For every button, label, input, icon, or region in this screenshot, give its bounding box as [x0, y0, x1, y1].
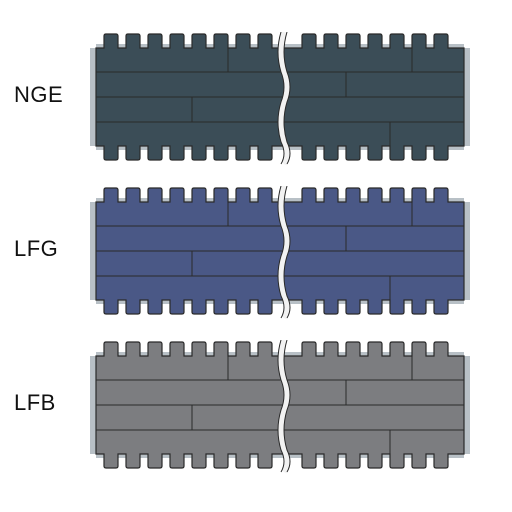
belt-nge	[90, 32, 460, 172]
belt-lfg	[90, 186, 460, 326]
belt-variant-figure: NGE	[0, 0, 512, 512]
label-nge: NGE	[14, 82, 63, 108]
label-lfb: LFB	[14, 390, 56, 416]
label-lfg: LFG	[14, 236, 58, 262]
belt-lfb	[90, 340, 460, 480]
